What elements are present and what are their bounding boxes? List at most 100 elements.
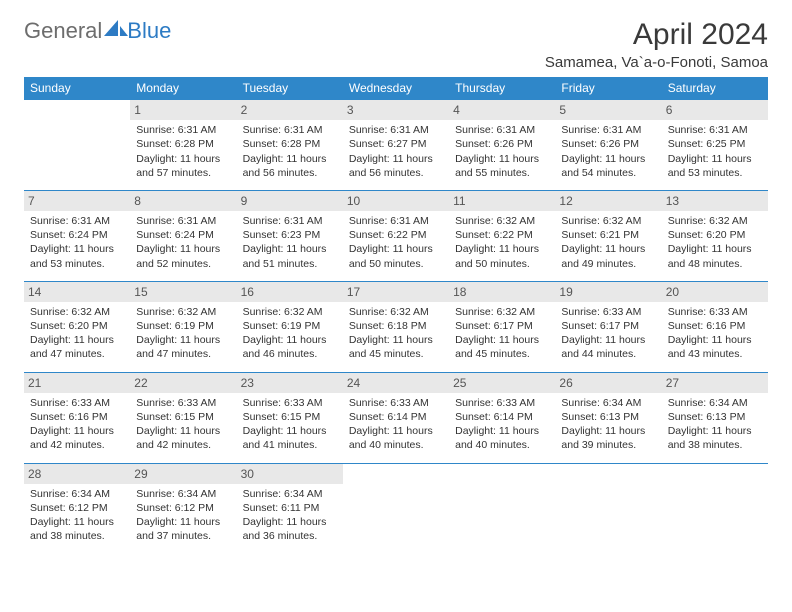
day-cell xyxy=(449,463,555,553)
week-row: 21Sunrise: 6:33 AMSunset: 6:16 PMDayligh… xyxy=(24,372,768,463)
daylight-text: Daylight: 11 hours xyxy=(30,515,124,529)
daylight-text: and 40 minutes. xyxy=(455,438,549,452)
daylight-text: Daylight: 11 hours xyxy=(136,424,230,438)
daylight-text: Daylight: 11 hours xyxy=(455,333,549,347)
day-cell: 25Sunrise: 6:33 AMSunset: 6:14 PMDayligh… xyxy=(449,372,555,463)
day-number: 2 xyxy=(237,100,343,120)
daylight-text: and 39 minutes. xyxy=(561,438,655,452)
sunrise-text: Sunrise: 6:31 AM xyxy=(561,123,655,137)
daylight-text: and 56 minutes. xyxy=(349,166,443,180)
daylight-text: Daylight: 11 hours xyxy=(30,424,124,438)
daylight-text: Daylight: 11 hours xyxy=(561,242,655,256)
day-cell: 24Sunrise: 6:33 AMSunset: 6:14 PMDayligh… xyxy=(343,372,449,463)
daylight-text: Daylight: 11 hours xyxy=(668,242,762,256)
sunset-text: Sunset: 6:14 PM xyxy=(349,410,443,424)
day-cell: 4Sunrise: 6:31 AMSunset: 6:26 PMDaylight… xyxy=(449,100,555,191)
daylight-text: and 49 minutes. xyxy=(561,257,655,271)
daylight-text: and 50 minutes. xyxy=(455,257,549,271)
day-number: 24 xyxy=(343,373,449,393)
sunrise-text: Sunrise: 6:32 AM xyxy=(455,214,549,228)
sunrise-text: Sunrise: 6:31 AM xyxy=(136,214,230,228)
col-saturday: Saturday xyxy=(662,77,768,100)
daylight-text: and 42 minutes. xyxy=(30,438,124,452)
day-cell xyxy=(662,463,768,553)
daylight-text: and 45 minutes. xyxy=(349,347,443,361)
daylight-text: Daylight: 11 hours xyxy=(349,333,443,347)
daylight-text: and 38 minutes. xyxy=(30,529,124,543)
daylight-text: and 47 minutes. xyxy=(30,347,124,361)
day-number: 5 xyxy=(555,100,661,120)
daylight-text: and 53 minutes. xyxy=(30,257,124,271)
daylight-text: Daylight: 11 hours xyxy=(455,152,549,166)
daylight-text: Daylight: 11 hours xyxy=(243,424,337,438)
daylight-text: Daylight: 11 hours xyxy=(136,333,230,347)
daylight-text: and 56 minutes. xyxy=(243,166,337,180)
sunset-text: Sunset: 6:22 PM xyxy=(349,228,443,242)
day-cell: 17Sunrise: 6:32 AMSunset: 6:18 PMDayligh… xyxy=(343,281,449,372)
day-cell xyxy=(343,463,449,553)
calendar-body: 1Sunrise: 6:31 AMSunset: 6:28 PMDaylight… xyxy=(24,100,768,554)
brand-general: General xyxy=(24,18,102,44)
day-cell: 30Sunrise: 6:34 AMSunset: 6:11 PMDayligh… xyxy=(237,463,343,553)
day-number: 20 xyxy=(662,282,768,302)
sunset-text: Sunset: 6:19 PM xyxy=(136,319,230,333)
col-tuesday: Tuesday xyxy=(237,77,343,100)
day-number: 26 xyxy=(555,373,661,393)
sunset-text: Sunset: 6:23 PM xyxy=(243,228,337,242)
page-title: April 2024 xyxy=(545,18,768,52)
col-sunday: Sunday xyxy=(24,77,130,100)
sunrise-text: Sunrise: 6:33 AM xyxy=(455,396,549,410)
sunset-text: Sunset: 6:26 PM xyxy=(561,137,655,151)
day-cell: 3Sunrise: 6:31 AMSunset: 6:27 PMDaylight… xyxy=(343,100,449,191)
sunrise-text: Sunrise: 6:32 AM xyxy=(455,305,549,319)
day-number: 23 xyxy=(237,373,343,393)
day-number: 29 xyxy=(130,464,236,484)
sunset-text: Sunset: 6:16 PM xyxy=(30,410,124,424)
day-cell: 1Sunrise: 6:31 AMSunset: 6:28 PMDaylight… xyxy=(130,100,236,191)
location: Samamea, Va`a-o-Fonoti, Samoa xyxy=(545,54,768,71)
sunset-text: Sunset: 6:21 PM xyxy=(561,228,655,242)
day-cell xyxy=(24,100,130,191)
day-number: 16 xyxy=(237,282,343,302)
day-number: 28 xyxy=(24,464,130,484)
week-row: 28Sunrise: 6:34 AMSunset: 6:12 PMDayligh… xyxy=(24,463,768,553)
daylight-text: Daylight: 11 hours xyxy=(30,333,124,347)
sunrise-text: Sunrise: 6:31 AM xyxy=(455,123,549,137)
daylight-text: and 37 minutes. xyxy=(136,529,230,543)
sunset-text: Sunset: 6:26 PM xyxy=(455,137,549,151)
sunset-text: Sunset: 6:18 PM xyxy=(349,319,443,333)
sunrise-text: Sunrise: 6:33 AM xyxy=(349,396,443,410)
daylight-text: Daylight: 11 hours xyxy=(455,242,549,256)
daylight-text: and 41 minutes. xyxy=(243,438,337,452)
daylight-text: and 40 minutes. xyxy=(349,438,443,452)
day-cell: 20Sunrise: 6:33 AMSunset: 6:16 PMDayligh… xyxy=(662,281,768,372)
sunset-text: Sunset: 6:24 PM xyxy=(136,228,230,242)
sunrise-text: Sunrise: 6:34 AM xyxy=(30,487,124,501)
sunset-text: Sunset: 6:12 PM xyxy=(136,501,230,515)
sunrise-text: Sunrise: 6:31 AM xyxy=(136,123,230,137)
day-number: 22 xyxy=(130,373,236,393)
sunset-text: Sunset: 6:22 PM xyxy=(455,228,549,242)
sunrise-text: Sunrise: 6:32 AM xyxy=(136,305,230,319)
daylight-text: and 45 minutes. xyxy=(455,347,549,361)
day-number: 8 xyxy=(130,191,236,211)
daylight-text: and 47 minutes. xyxy=(136,347,230,361)
day-cell: 12Sunrise: 6:32 AMSunset: 6:21 PMDayligh… xyxy=(555,190,661,281)
col-thursday: Thursday xyxy=(449,77,555,100)
day-number: 30 xyxy=(237,464,343,484)
daylight-text: and 44 minutes. xyxy=(561,347,655,361)
daylight-text: Daylight: 11 hours xyxy=(349,152,443,166)
sunrise-text: Sunrise: 6:34 AM xyxy=(136,487,230,501)
day-cell: 10Sunrise: 6:31 AMSunset: 6:22 PMDayligh… xyxy=(343,190,449,281)
brand-blue: Blue xyxy=(127,18,171,44)
daylight-text: Daylight: 11 hours xyxy=(668,333,762,347)
day-cell: 22Sunrise: 6:33 AMSunset: 6:15 PMDayligh… xyxy=(130,372,236,463)
daylight-text: Daylight: 11 hours xyxy=(30,242,124,256)
col-monday: Monday xyxy=(130,77,236,100)
sunrise-text: Sunrise: 6:31 AM xyxy=(243,214,337,228)
daylight-text: Daylight: 11 hours xyxy=(455,424,549,438)
daylight-text: and 38 minutes. xyxy=(668,438,762,452)
day-cell: 23Sunrise: 6:33 AMSunset: 6:15 PMDayligh… xyxy=(237,372,343,463)
sunset-text: Sunset: 6:20 PM xyxy=(668,228,762,242)
sunset-text: Sunset: 6:13 PM xyxy=(668,410,762,424)
